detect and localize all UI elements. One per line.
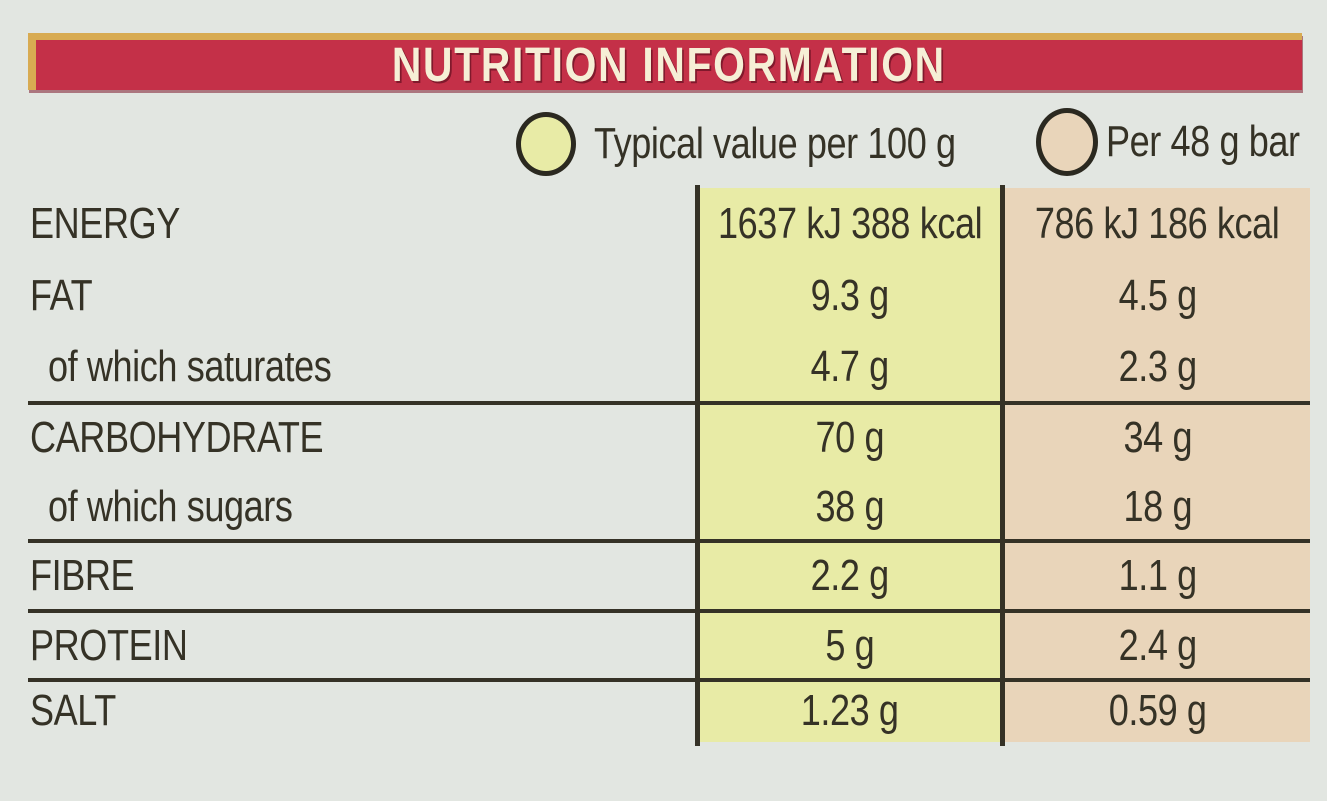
per-48g-value-text: 1.1 g [1118,551,1197,600]
page-title: NUTRITION INFORMATION [392,38,946,92]
per-100g-value-text: 2.2 g [810,551,890,600]
legend-per-48g: Per 48 g bar [1106,110,1327,174]
nutrient-name: of which saturates [48,342,332,391]
per-100g-value-text: 9.3 g [810,270,890,320]
per-48g-value: 1.1 g [1005,541,1310,611]
nutrient-row-label: of which sugars [48,472,346,541]
per-48g-value: 786 kJ 186 kcal [1005,188,1310,260]
header-bar: NUTRITION INFORMATION [28,33,1302,92]
section-divider [28,401,1310,405]
per-48g-value-text: 18 g [1123,481,1192,531]
legend-per-48g-label: Per 48 g bar [1106,117,1300,166]
per-48g-value: 2.3 g [1005,331,1310,403]
per-48g-column-background [1005,188,1310,742]
per-48g-value-text: 2.4 g [1118,620,1197,670]
per-48g-value: 0.59 g [1005,680,1310,742]
nutrient-name: PROTEIN [30,620,188,670]
per-48g-value-text: 0.59 g [1108,686,1207,735]
nutrient-name: FIBRE [30,551,135,600]
nutrient-name: CARBOHYDRATE [30,412,324,462]
section-divider [28,539,1310,543]
section-divider [28,609,1310,613]
per-100g-value-text: 38 g [815,481,885,531]
per-48g-value-text: 786 kJ 186 kcal [1035,199,1280,248]
nutrient-row-label: of which saturates [48,331,394,403]
per-48g-value-text: 2.3 g [1118,342,1197,391]
per-48g-value-text: 34 g [1123,412,1192,462]
section-divider [28,678,1310,682]
per-100g-value: 2.2 g [700,541,1000,611]
table-vertical-rule-left [695,185,700,746]
per-100g-value: 1637 kJ 388 kcal [700,188,1000,260]
per-100g-value: 9.3 g [700,260,1000,331]
per-48g-value: 18 g [1005,472,1310,541]
per-100g-value: 4.7 g [700,331,1000,403]
nutrient-row-label: SALT [30,680,135,742]
per-100g-value-text: 70 g [815,412,885,462]
per-48g-value: 2.4 g [1005,611,1310,680]
nutrient-row-label: FAT [30,260,106,331]
nutrient-row-label: PROTEIN [30,611,222,680]
per-100g-value-text: 5 g [825,620,875,670]
per-100g-value: 70 g [700,403,1000,472]
nutrient-row-label: CARBOHYDRATE [30,403,387,472]
per-48g-value: 34 g [1005,403,1310,472]
nutrient-name: FAT [30,270,93,320]
per-48g-value: 4.5 g [1005,260,1310,331]
per-100g-value: 38 g [700,472,1000,541]
nutrient-row-label: FIBRE [30,541,157,611]
per-100g-value-text: 4.7 g [810,342,890,391]
table-vertical-rule-middle [1000,185,1005,746]
per-100g-value-text: 1.23 g [801,686,899,735]
per-100g-value: 5 g [700,611,1000,680]
per-100g-swatch-circle-icon [516,112,576,176]
per-48g-value-text: 4.5 g [1118,270,1197,320]
nutrient-name: of which sugars [48,481,293,531]
per-100g-value-text: 1637 kJ 388 kcal [717,199,983,248]
per-100g-column-background [700,188,1000,742]
nutrient-name: SALT [30,686,116,735]
nutrient-name: ENERGY [30,199,180,248]
legend-per-100g-label: Typical value per 100 g [594,119,956,168]
legend-per-100g: Typical value per 100 g [594,112,1035,176]
nutrient-row-label: ENERGY [30,188,213,260]
per-100g-value: 1.23 g [700,680,1000,742]
per-48g-swatch-circle-icon [1036,108,1098,176]
